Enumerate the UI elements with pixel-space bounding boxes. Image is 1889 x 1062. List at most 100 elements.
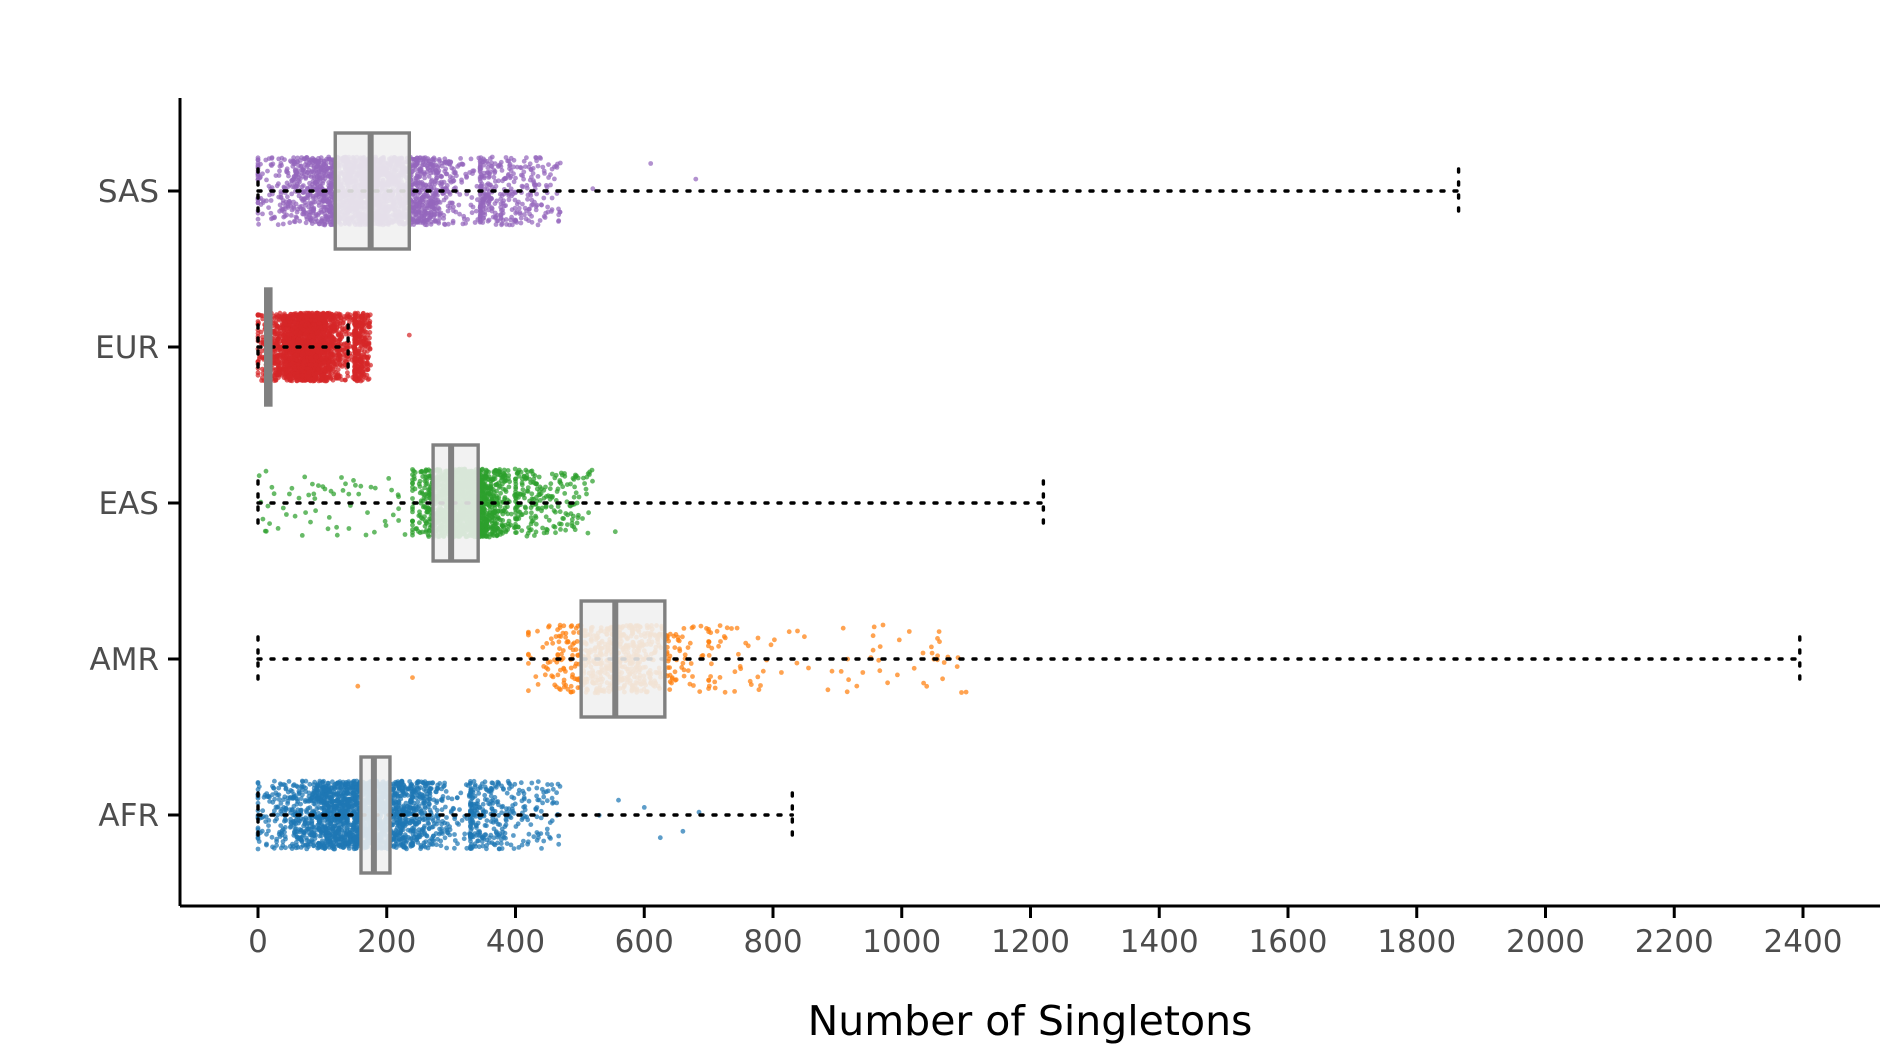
data-point-sas-2385: [533, 155, 539, 161]
data-point-sas-2547: [494, 218, 500, 224]
data-point-sas-2015: [282, 157, 287, 163]
data-point-eur-2361: [365, 356, 370, 362]
data-point-eur-2079: [272, 339, 278, 344]
data-point-eur-604: [260, 334, 266, 340]
data-point-eur-2080: [300, 327, 306, 333]
data-point-sas-1526: [316, 203, 322, 208]
data-point-sas-2582: [481, 203, 486, 209]
data-point-sas-2254: [421, 170, 427, 175]
data-point-sas-1853: [410, 219, 416, 224]
data-point-sas-2579: [543, 210, 549, 216]
data-point-sas-2211: [267, 192, 272, 198]
data-point-sas-1224: [309, 221, 315, 227]
data-point-eur-1835: [324, 378, 330, 383]
data-point-sas-2508: [546, 162, 551, 168]
data-point-eur-2086: [287, 366, 293, 372]
data-point-sas-1691: [255, 216, 261, 222]
data-point-eur-2106: [306, 369, 312, 375]
data-point-sas-1926: [410, 169, 415, 174]
data-point-sas-2113: [463, 171, 469, 177]
data-point-eur-2092: [255, 372, 261, 378]
data-point-eur-2015: [299, 352, 305, 358]
data-point-sas-2522: [542, 215, 548, 220]
data-point-sas-1658: [414, 218, 420, 224]
data-point-sas-2217: [298, 163, 304, 169]
data-point-sas-1344: [275, 222, 281, 228]
data-point-sas-2303: [506, 197, 512, 203]
data-point-sas-2267: [421, 216, 427, 222]
data-point-sas-2555: [477, 168, 483, 174]
data-point-eur-2380: [365, 349, 370, 354]
data-point-sas-2585: [512, 217, 518, 223]
data-point-sas-1524: [258, 161, 263, 167]
data-point-sas-2586: [478, 194, 484, 200]
data-point-sas-1738: [469, 210, 475, 216]
data-point-sas-2220: [316, 159, 322, 165]
data-point-sas-2344: [518, 215, 524, 221]
data-point-sas-2310: [509, 207, 515, 213]
data-point-sas-596: [464, 191, 470, 197]
data-point-sas-1657: [412, 208, 418, 214]
data-point-eur-1988: [323, 336, 329, 342]
data-point-eur-1997: [299, 320, 305, 326]
data-point-eur-1798: [258, 329, 264, 335]
data-point-eur-1842: [275, 347, 280, 353]
data-point-eur-1888: [289, 361, 295, 366]
data-point-eur-1862: [322, 367, 327, 373]
data-point-sas-714: [297, 218, 303, 224]
data-point-sas-1794: [425, 185, 431, 190]
data-point-sas-2430: [537, 218, 543, 223]
data-point-sas-2513: [500, 207, 505, 213]
data-point-sas-2092: [410, 181, 416, 187]
data-point-sas-1928: [473, 208, 479, 214]
data-point-sas-292: [266, 205, 271, 211]
data-point-sas-2024: [311, 208, 317, 213]
data-point-sas-2187: [443, 195, 449, 200]
data-point-sas-1177: [276, 181, 281, 187]
data-point-sas-2553: [483, 192, 489, 198]
data-point-eur-1963: [295, 348, 301, 354]
data-point-sas-2324: [485, 218, 491, 224]
data-point-sas-2115: [305, 192, 311, 198]
data-point-sas-2156: [420, 162, 426, 168]
data-point-sas-2022: [302, 197, 307, 202]
data-point-eur-2060: [320, 363, 325, 369]
data-point-sas-2420: [516, 199, 521, 205]
data-point-sas-2595: [492, 170, 497, 176]
data-point-sas-1792: [470, 204, 476, 210]
data-point-sas-1254: [469, 195, 475, 200]
data-point-eur-2096: [326, 359, 331, 365]
data-point-eur-2376: [363, 340, 369, 346]
data-point-sas-2563: [489, 208, 495, 214]
data-point-eur-2110: [305, 328, 311, 334]
data-point-sas-2589: [492, 161, 498, 167]
data-point-sas-2572: [508, 186, 514, 192]
data-point-eur-2098: [292, 356, 298, 362]
data-point-sas-2183: [438, 174, 444, 179]
data-point-sas-2239: [444, 183, 450, 188]
data-point-eur-2383: [356, 346, 362, 352]
data-point-sas-1286: [256, 221, 261, 227]
data-point-sas-2573: [526, 218, 531, 224]
data-point-eur-2063: [335, 319, 340, 325]
data-point-sas-609: [301, 183, 306, 189]
data-point-eur-1922: [336, 375, 342, 380]
data-point-eur-2074: [279, 363, 285, 369]
data-point-sas-1311: [437, 158, 442, 164]
data-point-sas-2287: [293, 184, 299, 190]
data-point-sas-2379: [495, 164, 501, 169]
data-point-eur-1160: [329, 349, 334, 354]
data-point-sas-1828: [276, 194, 282, 200]
data-point-sas-2243: [412, 157, 418, 163]
data-point-eur-1993: [324, 331, 330, 337]
data-point-sas-2540: [535, 163, 541, 169]
data-point-sas-2285: [303, 220, 309, 226]
data-point-sas-2209: [428, 202, 433, 208]
data-point-sas-2594: [487, 196, 493, 202]
data-point-sas-1823: [417, 174, 423, 180]
data-point-sas-2237: [314, 170, 320, 175]
data-point-sas-977: [437, 216, 443, 221]
data-point-sas-2550: [493, 179, 498, 184]
